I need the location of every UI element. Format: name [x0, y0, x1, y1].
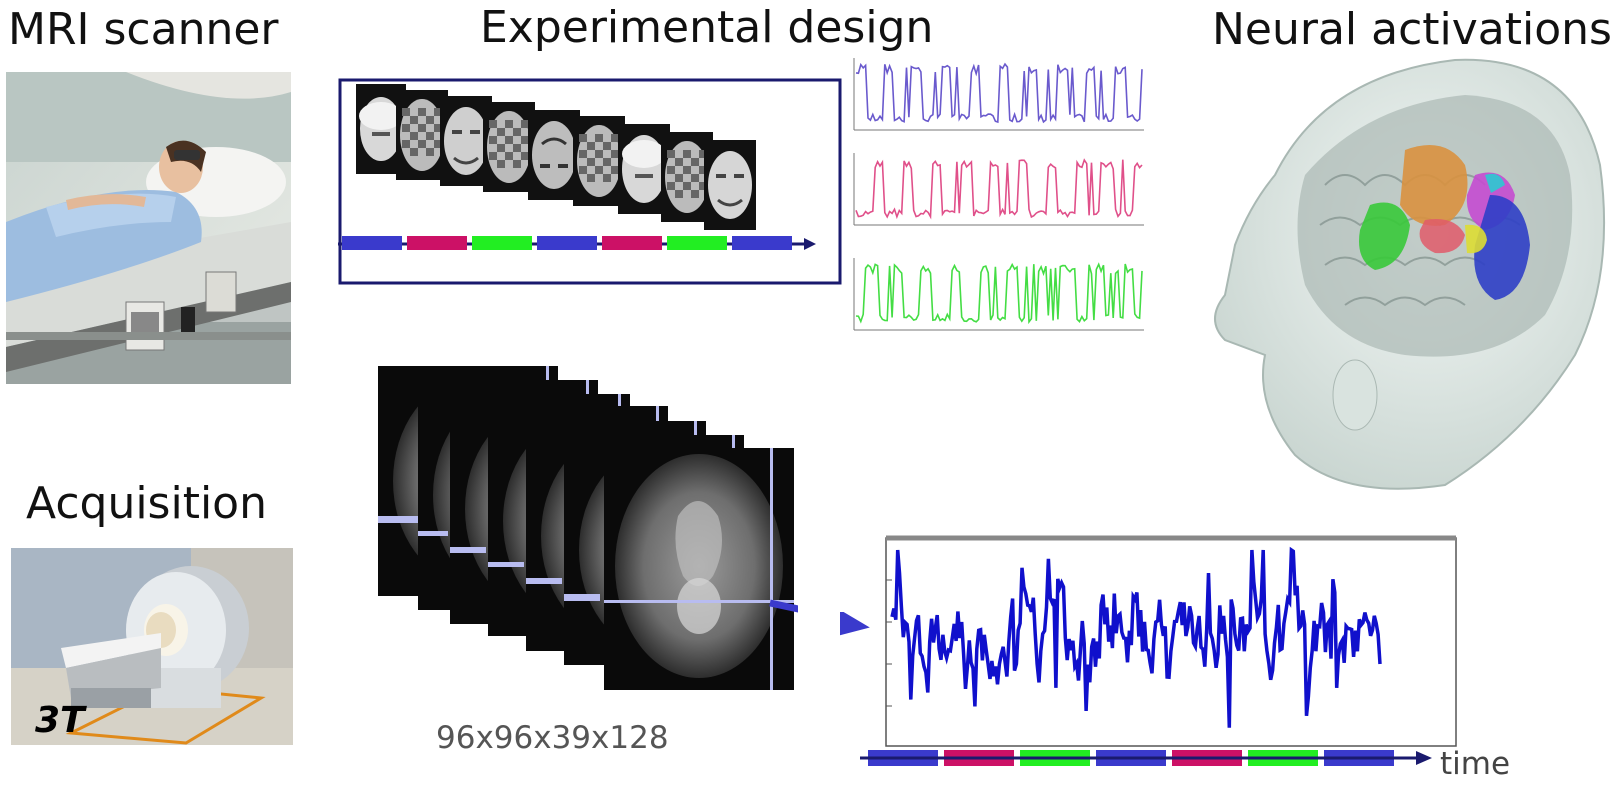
acquisition-photo: 3T	[11, 548, 293, 745]
neural-activations-title: Neural activations	[1212, 4, 1612, 55]
activation-cyan	[1485, 173, 1505, 193]
time-axis-arrow-icon	[1416, 751, 1432, 765]
voxel-arrow-head-icon	[840, 612, 870, 638]
regressor-plot-green	[853, 258, 1144, 331]
experimental-design-title: Experimental design	[480, 2, 934, 53]
design-block-magenta	[407, 236, 467, 250]
stimulus-face-inverted	[528, 110, 580, 200]
regressor-plot-pink	[853, 153, 1144, 226]
time-axis-label: time	[1440, 746, 1511, 782]
mri-scanner-photo	[6, 72, 291, 384]
ear	[1332, 359, 1378, 431]
activation-red	[1419, 219, 1465, 254]
volume-slice-front	[604, 448, 794, 690]
fmri-volume-stack	[378, 366, 798, 690]
voxel-timecourse-plot	[860, 535, 1457, 766]
activation-orange	[1400, 145, 1468, 226]
acquisition-title: Acquisition	[26, 478, 267, 529]
design-axis-arrow-icon	[804, 238, 816, 250]
stimulus-checkerboard	[396, 90, 448, 180]
mri-scanner-title: MRI scanner	[8, 4, 279, 55]
stimulus-sequence	[356, 84, 756, 230]
design-block-blue	[537, 236, 597, 250]
volume-dimensions: 96x96x39x128	[436, 720, 669, 756]
activation-yellow	[1465, 224, 1487, 254]
field-strength-label: 3T	[35, 700, 85, 741]
design-block-magenta	[602, 236, 662, 250]
stimulus-checkerboard	[573, 116, 625, 206]
design-block-blue	[732, 236, 792, 250]
activation-green	[1359, 202, 1410, 270]
regressor-line	[855, 158, 1143, 220]
stimulus-face	[704, 140, 756, 230]
regressor-plots	[853, 58, 1144, 331]
voxel-arrow	[769, 599, 798, 613]
experimental-design-panel	[338, 78, 842, 285]
stimulus-checkerboard	[483, 102, 535, 192]
brain-activation-render	[1214, 58, 1606, 490]
bold-signal-line	[890, 546, 1382, 728]
design-block-sequence	[342, 236, 792, 250]
design-block-green	[472, 236, 532, 250]
regressor-line	[855, 262, 1143, 325]
design-block-blue	[342, 236, 402, 250]
design-block-green	[667, 236, 727, 250]
regressor-line	[855, 62, 1143, 124]
activation-blue	[1474, 195, 1530, 300]
regressor-plot-blue	[853, 58, 1144, 131]
timecourse-yticks	[886, 579, 892, 707]
